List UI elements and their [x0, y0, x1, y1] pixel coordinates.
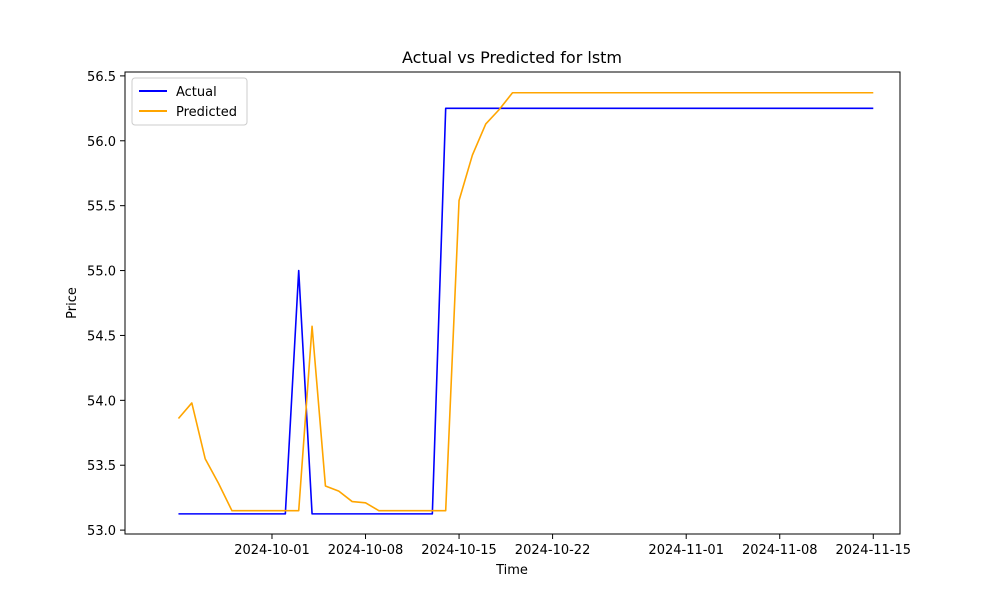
x-tick-label: 2024-11-01	[648, 543, 724, 558]
x-tick-label: 2024-11-15	[835, 543, 911, 558]
y-tick-label: 55.0	[87, 265, 116, 280]
x-axis: 2024-10-01 2024-10-08 2024-10-15 2024-10-22…	[234, 534, 911, 558]
y-tick-label: 53.0	[87, 524, 116, 539]
x-tick-label: 2024-11-08	[742, 543, 818, 558]
chart-title: Actual vs Predicted for lstm	[402, 48, 622, 67]
y-tick-label: 56.5	[87, 70, 116, 85]
x-tick-label: 2024-10-01	[234, 543, 310, 558]
legend: Actual Predicted	[131, 77, 248, 126]
series-line-actual	[178, 107, 874, 515]
legend-box	[131, 77, 248, 126]
x-tick-label: 2024-10-22	[515, 543, 591, 558]
y-tick-label: 54.0	[87, 394, 116, 409]
y-tick-label: 54.5	[87, 329, 116, 344]
legend-label-actual: Actual	[176, 85, 217, 100]
series-layer	[177, 91, 874, 515]
y-axis: 53.0 53.5 54.0 54.5 55.0 55.5 56.0 56.5	[87, 70, 125, 539]
x-tick-label: 2024-10-15	[421, 543, 497, 558]
y-axis-label: Price	[65, 287, 80, 319]
x-tick-label: 2024-10-08	[328, 543, 404, 558]
plot-frame	[124, 71, 901, 535]
y-tick-label: 56.0	[87, 135, 116, 150]
x-axis-label: Time	[495, 563, 528, 578]
y-tick-label: 53.5	[87, 459, 116, 474]
series-line-predicted	[177, 91, 874, 512]
legend-label-predicted: Predicted	[176, 105, 237, 120]
y-tick-label: 55.5	[87, 200, 116, 215]
